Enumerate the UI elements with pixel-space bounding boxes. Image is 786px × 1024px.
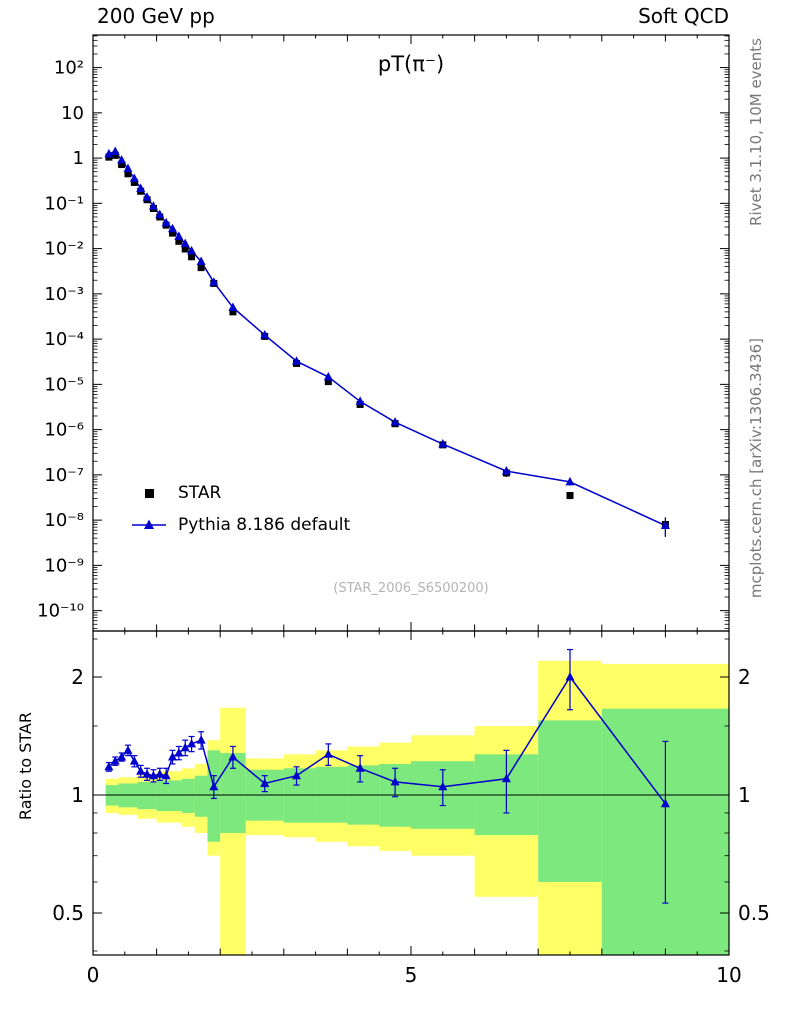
svg-text:0.5: 0.5 bbox=[52, 901, 84, 925]
analysis-watermark: (STAR_2006_S6500200) bbox=[333, 581, 489, 596]
svg-text:10⁻⁴: 10⁻⁴ bbox=[44, 329, 84, 350]
legend-label-star: STAR bbox=[178, 483, 222, 503]
svg-text:10⁻⁸: 10⁻⁸ bbox=[44, 510, 84, 531]
svg-text:10⁻⁹: 10⁻⁹ bbox=[44, 555, 84, 576]
svg-text:1: 1 bbox=[738, 783, 751, 807]
svg-text:10⁻¹⁰: 10⁻¹⁰ bbox=[37, 601, 84, 622]
plot-title: pT(π⁻) bbox=[377, 52, 445, 76]
svg-text:10⁻⁷: 10⁻⁷ bbox=[44, 465, 84, 486]
beam-energy-label: 200 GeV pp bbox=[97, 4, 215, 28]
svg-text:10⁻²: 10⁻² bbox=[44, 239, 84, 260]
pythia-marker-icon bbox=[132, 519, 166, 529]
svg-text:10⁻³: 10⁻³ bbox=[44, 284, 84, 305]
svg-text:1: 1 bbox=[71, 783, 84, 807]
ratio-axis-title: Ratio to STAR bbox=[16, 712, 35, 821]
legend-item-pythia: Pythia 8.186 default bbox=[130, 509, 350, 541]
legend-label-pythia: Pythia 8.186 default bbox=[178, 515, 351, 535]
process-group-label: Soft QCD bbox=[638, 4, 729, 28]
svg-text:10⁻⁶: 10⁻⁶ bbox=[44, 420, 84, 441]
svg-text:10: 10 bbox=[716, 963, 741, 987]
mcplots-arxiv-label: mcplots.cern.ch [arXiv:1306.3436] bbox=[747, 338, 765, 599]
svg-text:10⁻⁵: 10⁻⁵ bbox=[44, 374, 84, 395]
svg-text:10: 10 bbox=[61, 103, 84, 124]
svg-text:5: 5 bbox=[405, 963, 418, 987]
svg-text:2: 2 bbox=[71, 665, 84, 689]
rivet-version-label: Rivet 3.1.10, 10M events bbox=[747, 38, 765, 226]
svg-text:10²: 10² bbox=[54, 58, 84, 79]
svg-text:2: 2 bbox=[738, 665, 751, 689]
legend: STAR Pythia 8.186 default bbox=[130, 477, 350, 541]
star-marker-icon bbox=[145, 489, 154, 498]
legend-item-star: STAR bbox=[130, 477, 350, 509]
svg-text:1: 1 bbox=[73, 148, 84, 169]
svg-text:0.5: 0.5 bbox=[738, 901, 770, 925]
svg-text:0: 0 bbox=[87, 963, 100, 987]
svg-text:10⁻¹: 10⁻¹ bbox=[44, 193, 84, 214]
